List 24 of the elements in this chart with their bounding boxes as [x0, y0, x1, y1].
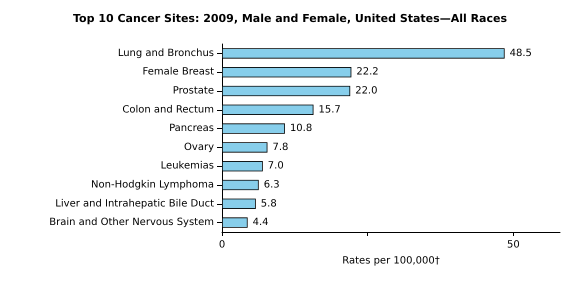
data-label: 5.8 [260, 198, 277, 210]
y-tick-label: Lung and Bronchus [118, 48, 214, 59]
x-axis-title: Rates per 100,000† [342, 256, 440, 266]
y-tick-label: Ovary [184, 142, 214, 153]
x-tick-label: 50 [507, 240, 520, 250]
data-label: 4.4 [252, 217, 269, 228]
y-tick-label: Female Breast [142, 66, 214, 78]
data-label: 48.5 [510, 48, 532, 59]
x-tick-label: 0 [218, 240, 226, 250]
data-label: 22.2 [356, 66, 379, 78]
data-label: 7.0 [268, 160, 284, 172]
chart-title: Top 10 Cancer Sites: 2009, Male and Female, United States—All Races [73, 12, 508, 25]
data-label: 15.7 [318, 104, 341, 116]
data-label: 10.8 [290, 123, 312, 134]
y-tick-label: Liver and Intrahepatic Bile Duct [55, 198, 214, 210]
data-label: 22.0 [355, 86, 378, 96]
data-label: 6.3 [264, 180, 280, 190]
y-tick-label: Brain and Other Nervous System [49, 217, 214, 228]
y-tick-label: Pancreas [169, 123, 214, 134]
y-tick-label: Non-Hodgkin Lymphoma [91, 180, 214, 190]
y-tick-label: Colon and Rectum [122, 104, 214, 116]
y-tick-label: Prostate [172, 86, 214, 96]
data-label: 7.8 [272, 142, 288, 153]
y-tick-label: Leukemias [160, 160, 214, 172]
